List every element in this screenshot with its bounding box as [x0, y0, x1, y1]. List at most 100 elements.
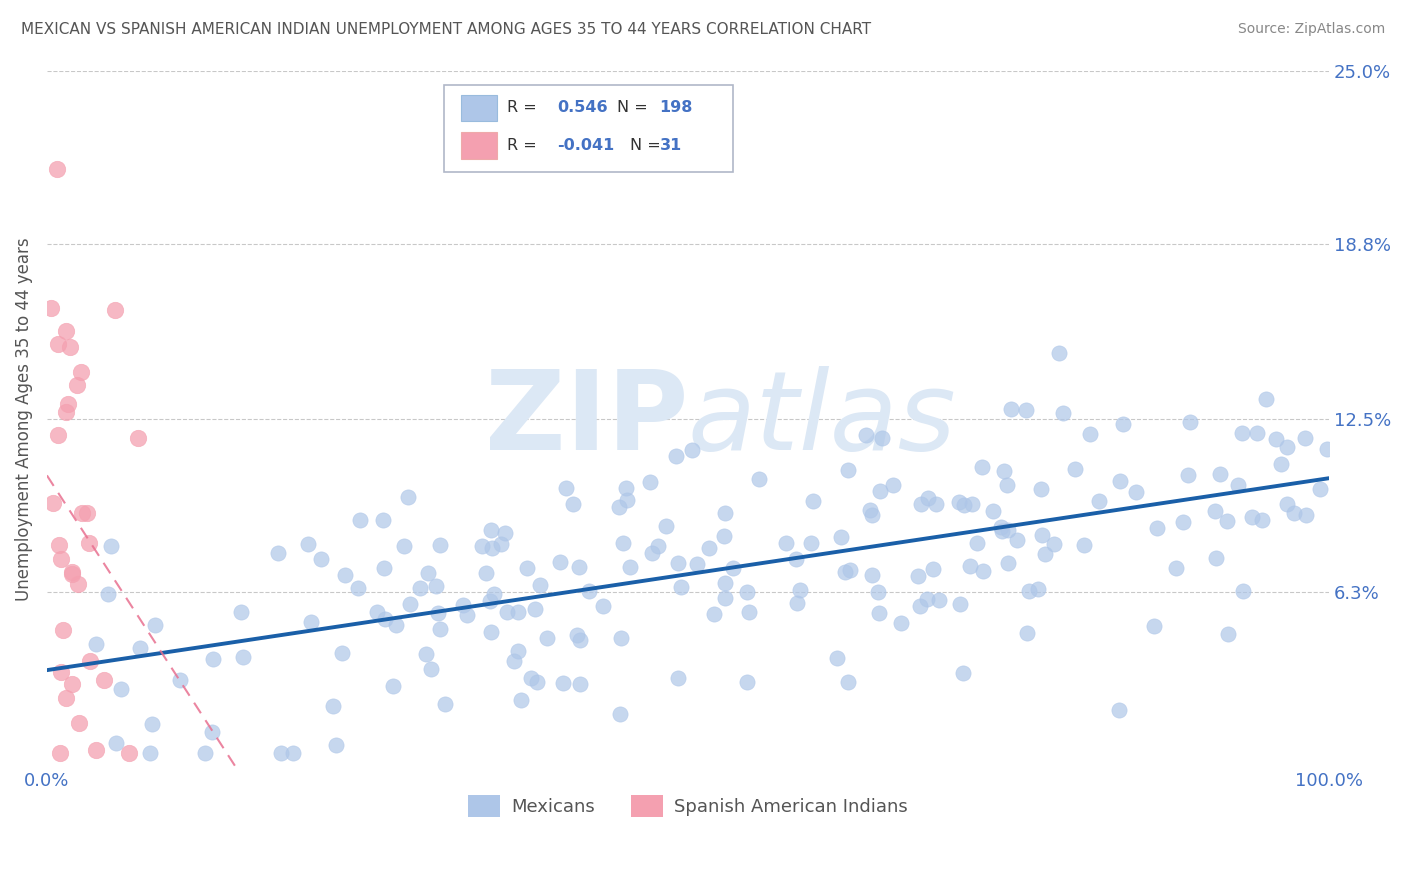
- Point: [959, 558, 981, 573]
- Point: [870, 431, 893, 445]
- Point: [685, 558, 707, 572]
- Point: [127, 431, 149, 445]
- Point: [60, 565, 83, 579]
- Point: [921, 562, 943, 576]
- Point: [456, 608, 478, 623]
- Point: [910, 498, 932, 512]
- Point: [981, 504, 1004, 518]
- Point: [1246, 425, 1268, 440]
- Point: [309, 552, 332, 566]
- Point: [330, 646, 353, 660]
- Point: [67, 577, 90, 591]
- Point: [471, 539, 494, 553]
- Point: [381, 679, 404, 693]
- Text: atlas: atlas: [688, 366, 956, 473]
- Point: [882, 478, 904, 492]
- Point: [610, 631, 633, 645]
- Point: [578, 583, 600, 598]
- Point: [1029, 482, 1052, 496]
- Point: [1031, 528, 1053, 542]
- Point: [56, 397, 79, 411]
- Point: [803, 493, 825, 508]
- Point: [70, 506, 93, 520]
- Point: [48, 538, 70, 552]
- Point: [775, 535, 797, 549]
- Point: [789, 582, 811, 597]
- Point: [434, 698, 457, 712]
- Point: [1277, 440, 1299, 454]
- Point: [325, 738, 347, 752]
- Point: [908, 599, 931, 614]
- Point: [1033, 548, 1056, 562]
- Point: [141, 717, 163, 731]
- Point: [917, 491, 939, 505]
- Point: [1109, 475, 1132, 489]
- Point: [655, 518, 678, 533]
- Point: [93, 673, 115, 688]
- Point: [479, 524, 502, 538]
- Point: [429, 537, 451, 551]
- Point: [1204, 504, 1226, 518]
- Point: [568, 633, 591, 648]
- Point: [1143, 619, 1166, 633]
- Point: [666, 672, 689, 686]
- Bar: [461, 95, 496, 121]
- Point: [46, 428, 69, 442]
- Point: [489, 537, 512, 551]
- Point: [960, 497, 983, 511]
- Text: 31: 31: [659, 138, 682, 153]
- Text: 0.546: 0.546: [557, 101, 607, 115]
- Text: R =: R =: [508, 101, 541, 115]
- Point: [1088, 494, 1111, 508]
- Point: [429, 622, 451, 636]
- Point: [66, 377, 89, 392]
- Point: [1309, 482, 1331, 496]
- Point: [1216, 514, 1239, 528]
- Point: [723, 560, 745, 574]
- Point: [925, 497, 948, 511]
- Point: [561, 497, 583, 511]
- Point: [494, 526, 516, 541]
- Bar: [461, 132, 496, 159]
- Point: [409, 581, 432, 595]
- Point: [394, 540, 416, 554]
- Point: [907, 569, 929, 583]
- Point: [1294, 431, 1316, 445]
- Point: [1028, 582, 1050, 596]
- Point: [1241, 509, 1264, 524]
- Point: [1295, 508, 1317, 522]
- Point: [839, 563, 862, 577]
- Point: [1000, 402, 1022, 417]
- Point: [997, 477, 1019, 491]
- Point: [735, 585, 758, 599]
- Point: [229, 605, 252, 619]
- Point: [60, 677, 83, 691]
- Point: [669, 580, 692, 594]
- Point: [299, 615, 322, 629]
- Point: [270, 747, 292, 761]
- Point: [737, 606, 759, 620]
- Point: [1164, 561, 1187, 575]
- Point: [948, 495, 970, 509]
- Point: [860, 567, 883, 582]
- Point: [647, 539, 669, 553]
- Point: [1209, 467, 1232, 482]
- FancyBboxPatch shape: [444, 85, 733, 172]
- Point: [1112, 417, 1135, 431]
- Point: [972, 564, 994, 578]
- Point: [1254, 392, 1277, 406]
- Point: [612, 536, 634, 550]
- Point: [55, 690, 77, 705]
- Point: [419, 662, 441, 676]
- Point: [868, 585, 890, 599]
- Point: [60, 567, 83, 582]
- Point: [1218, 627, 1240, 641]
- Point: [990, 520, 1012, 534]
- Point: [834, 565, 856, 579]
- Point: [335, 568, 357, 582]
- Point: [703, 607, 725, 621]
- Point: [665, 449, 688, 463]
- Point: [59, 340, 82, 354]
- Point: [347, 581, 370, 595]
- Point: [506, 605, 529, 619]
